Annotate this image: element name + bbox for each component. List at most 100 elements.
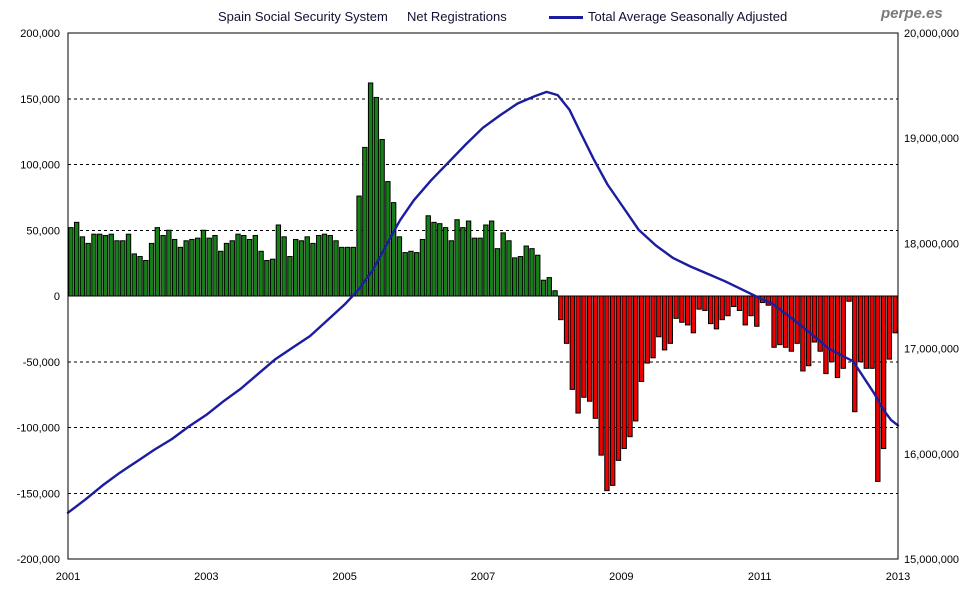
bar <box>483 224 489 297</box>
bar <box>621 295 627 450</box>
bar <box>633 295 639 422</box>
bar <box>610 295 616 486</box>
bar <box>200 229 207 297</box>
bar <box>362 146 368 297</box>
bar <box>189 238 195 297</box>
bar <box>857 295 864 363</box>
right-axis-tick-label: 17,000,000 <box>904 344 959 356</box>
bar <box>206 237 212 297</box>
bar <box>777 295 783 346</box>
bar <box>235 233 241 297</box>
legend-line-series-label: Total Average Seasonally Adjusted <box>588 9 788 24</box>
bar <box>863 295 869 369</box>
bar <box>892 295 898 334</box>
right-axis-tick-label: 18,000,000 <box>904 238 959 250</box>
bar <box>523 245 529 297</box>
bar <box>177 246 184 297</box>
bar <box>120 240 126 297</box>
bar <box>68 227 74 297</box>
bar <box>148 242 155 297</box>
seasonally-adjusted-line <box>66 90 900 514</box>
gridlines <box>68 98 898 494</box>
x-axis-tick-label: 2007 <box>471 571 495 583</box>
bar <box>425 215 431 297</box>
bar <box>702 295 708 311</box>
bar <box>258 250 264 297</box>
bar <box>512 257 518 297</box>
bar <box>754 295 760 327</box>
bar <box>667 295 674 344</box>
left-axis-tick-label: 150,000 <box>20 94 60 106</box>
bar <box>195 237 201 297</box>
plot-frame <box>67 32 899 560</box>
bar <box>166 229 172 297</box>
bar <box>540 279 547 297</box>
bar <box>73 221 80 297</box>
bar <box>696 295 702 310</box>
right-axis-tick-label: 20,000,000 <box>904 28 959 40</box>
bar <box>183 240 189 297</box>
bar <box>419 238 426 297</box>
bar <box>638 295 645 382</box>
x-axis-tick-label: 2011 <box>748 571 772 583</box>
bar <box>569 295 576 390</box>
bar <box>212 235 218 297</box>
bar <box>316 235 322 297</box>
bar <box>321 233 328 297</box>
bar <box>800 295 806 372</box>
bar <box>736 295 743 311</box>
bar <box>506 240 512 297</box>
left-axis-tick-label: 0 <box>54 291 60 303</box>
bar <box>742 295 748 326</box>
left-axis-tick-label: -200,000 <box>17 554 60 566</box>
right-axis-tick-label: 15,000,000 <box>904 554 959 566</box>
bar <box>731 295 737 308</box>
bar <box>344 246 351 297</box>
x-axis-tick-label: 2013 <box>886 571 910 583</box>
bar <box>292 238 299 297</box>
bar <box>552 290 558 297</box>
bar <box>442 227 449 297</box>
bar <box>154 227 161 297</box>
bar <box>592 295 599 419</box>
bar <box>402 252 408 297</box>
bar <box>679 295 685 323</box>
bar <box>143 260 149 297</box>
bar <box>339 246 345 297</box>
bar <box>350 246 356 297</box>
bar <box>494 248 501 297</box>
bar <box>748 295 754 317</box>
bar <box>85 242 91 297</box>
bar <box>298 240 305 297</box>
bar <box>114 240 120 297</box>
bar <box>97 233 103 297</box>
left-axis-tick-label: -150,000 <box>17 488 60 500</box>
bar <box>880 295 887 450</box>
right-axis-tick-label: 16,000,000 <box>904 449 959 461</box>
bar <box>437 223 443 297</box>
bar <box>281 236 287 297</box>
bar <box>834 295 841 379</box>
bar <box>448 240 454 297</box>
bar <box>875 295 881 482</box>
bar <box>627 295 633 438</box>
left-axis-tick-label: 50,000 <box>26 225 60 237</box>
bar <box>102 235 109 297</box>
x-axis-tick-label: 2009 <box>609 571 633 583</box>
left-axis-tick-label: -50,000 <box>23 357 60 369</box>
bar <box>356 195 362 297</box>
bar <box>661 295 668 351</box>
bar <box>788 295 795 352</box>
chart-title: Spain Social Security System <box>218 9 388 24</box>
legend-line-swatch <box>549 16 583 19</box>
bar <box>333 240 339 297</box>
bar <box>707 295 714 325</box>
bar <box>546 277 552 297</box>
bar <box>396 236 403 297</box>
bar <box>517 256 524 297</box>
bar <box>287 256 293 297</box>
bar <box>535 254 541 297</box>
bar <box>615 295 622 461</box>
